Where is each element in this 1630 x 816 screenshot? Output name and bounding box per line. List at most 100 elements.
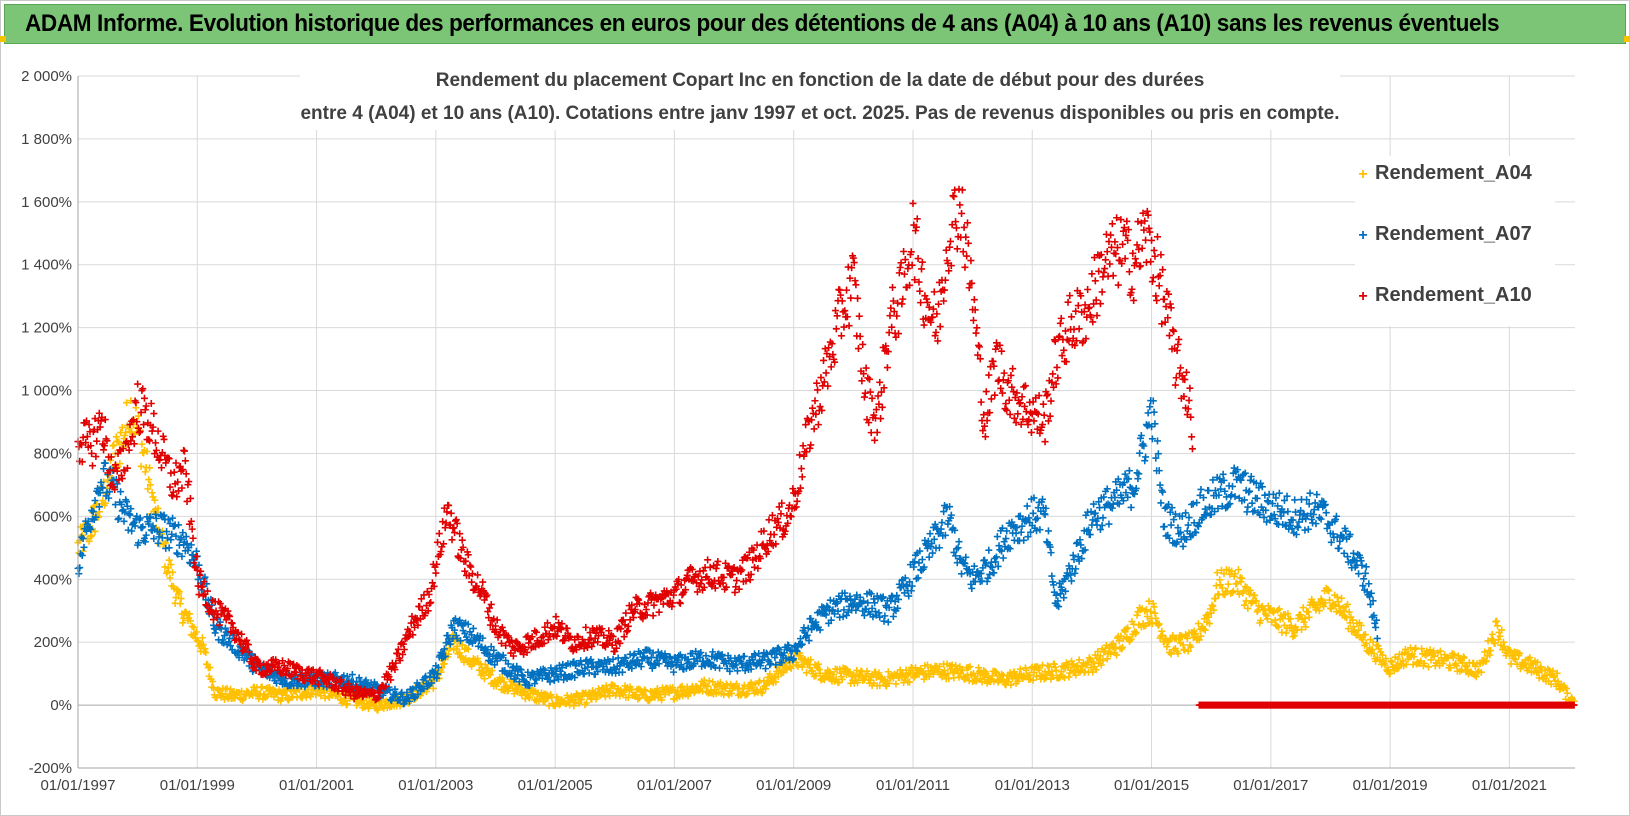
data-point [827, 363, 835, 371]
data-point [1005, 396, 1013, 404]
data-point [1131, 630, 1139, 638]
data-point [124, 526, 132, 534]
data-point [148, 489, 156, 497]
data-point [76, 564, 84, 572]
data-point [1275, 623, 1282, 631]
data-point [1050, 660, 1058, 668]
data-point [854, 345, 862, 353]
data-point [713, 561, 721, 569]
data-point [1183, 634, 1191, 642]
data-point [225, 638, 233, 646]
data-point [880, 617, 888, 625]
data-point [1152, 292, 1160, 300]
data-point [1160, 295, 1168, 303]
data-point [1138, 244, 1146, 252]
data-point [1158, 320, 1166, 328]
data-point [552, 613, 560, 621]
data-point [488, 667, 496, 675]
data-point [1103, 655, 1111, 663]
data-point [307, 690, 315, 698]
data-point [704, 682, 712, 690]
data-point [137, 462, 145, 470]
data-point [1459, 653, 1467, 661]
series-rendement-a10-zero [1195, 701, 1578, 709]
data-point [669, 684, 677, 692]
data-point [1458, 666, 1466, 674]
data-point [875, 669, 883, 677]
data-point [904, 265, 912, 273]
data-point [563, 624, 571, 632]
data-point [1160, 523, 1168, 531]
data-point [509, 684, 517, 692]
data-point [1326, 596, 1334, 604]
data-point [157, 464, 165, 472]
data-point [944, 520, 952, 528]
data-point [807, 441, 815, 449]
data-point [141, 468, 149, 476]
data-point [1332, 608, 1340, 616]
data-point [1098, 288, 1106, 296]
data-point [175, 588, 183, 596]
data-point [866, 388, 874, 396]
data-point [977, 398, 985, 406]
data-point [1302, 623, 1310, 631]
data-point [770, 674, 778, 682]
data-point [125, 510, 133, 518]
data-point [164, 515, 172, 523]
data-point [1143, 612, 1151, 620]
data-point [1488, 630, 1496, 638]
data-point [1384, 666, 1392, 674]
data-point [1134, 218, 1142, 226]
data-point [170, 522, 178, 530]
data-point [1134, 475, 1142, 483]
data-point [1154, 621, 1162, 629]
data-point [1321, 599, 1329, 607]
data-point [201, 573, 209, 581]
data-point [177, 534, 185, 542]
data-point [1312, 520, 1320, 528]
data-point [1194, 620, 1202, 628]
data-point [988, 672, 996, 680]
data-point [374, 706, 382, 714]
data-point [110, 441, 118, 449]
data-point [117, 488, 125, 496]
data-point [91, 527, 99, 535]
data-point [1056, 332, 1064, 340]
data-point [1010, 668, 1018, 676]
data-point [700, 676, 708, 684]
data-point [221, 624, 229, 632]
data-point [99, 484, 107, 492]
data-point [342, 701, 350, 709]
data-point [1197, 485, 1205, 493]
data-point [1069, 551, 1077, 559]
data-point [586, 691, 594, 699]
data-point [1164, 638, 1172, 646]
data-point [1543, 671, 1551, 679]
data-point [1105, 520, 1113, 528]
data-point [1192, 630, 1200, 638]
data-point [1157, 499, 1165, 507]
data-point [199, 641, 207, 649]
data-point [1248, 499, 1256, 507]
data-point [1047, 675, 1055, 683]
data-point [1340, 607, 1348, 615]
data-point [1072, 565, 1080, 573]
data-point [1426, 646, 1434, 654]
data-points [74, 185, 1578, 714]
data-point [1399, 657, 1407, 665]
data-point [117, 500, 125, 508]
data-point [716, 678, 724, 686]
data-point [661, 691, 669, 699]
data-point [1181, 646, 1189, 654]
data-point [723, 682, 731, 690]
data-point [999, 554, 1007, 562]
data-point [146, 513, 154, 521]
data-point [1208, 601, 1216, 609]
data-point [944, 670, 952, 678]
data-point [1231, 570, 1239, 578]
data-point [1308, 595, 1316, 603]
data-point [1136, 449, 1144, 457]
data-point [1092, 666, 1100, 674]
data-point [1430, 652, 1438, 660]
data-point [217, 625, 225, 633]
